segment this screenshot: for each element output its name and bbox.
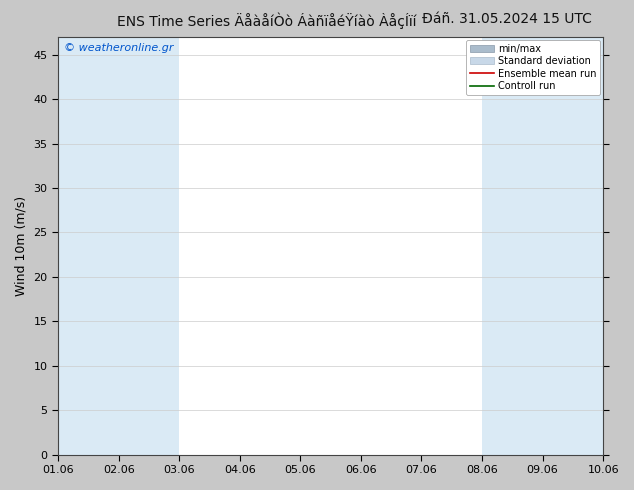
Legend: min/max, Standard deviation, Ensemble mean run, Controll run: min/max, Standard deviation, Ensemble me… (466, 40, 600, 95)
Bar (119, 37, 179, 455)
Bar (58, 37, 119, 455)
Y-axis label: Wind 10m (m/s): Wind 10m (m/s) (15, 196, 28, 296)
Bar (482, 37, 543, 455)
Text: ENS Time Series ÄåàåíÒò ÁàñïåéŸíàò ÀåçÍïí: ENS Time Series ÄåàåíÒò ÁàñïåéŸíàò ÀåçÍï… (117, 12, 416, 29)
Bar (543, 37, 603, 455)
Text: © weatheronline.gr: © weatheronline.gr (63, 43, 173, 53)
Text: Đáñ. 31.05.2024 15 UTC: Đáñ. 31.05.2024 15 UTC (422, 12, 592, 26)
